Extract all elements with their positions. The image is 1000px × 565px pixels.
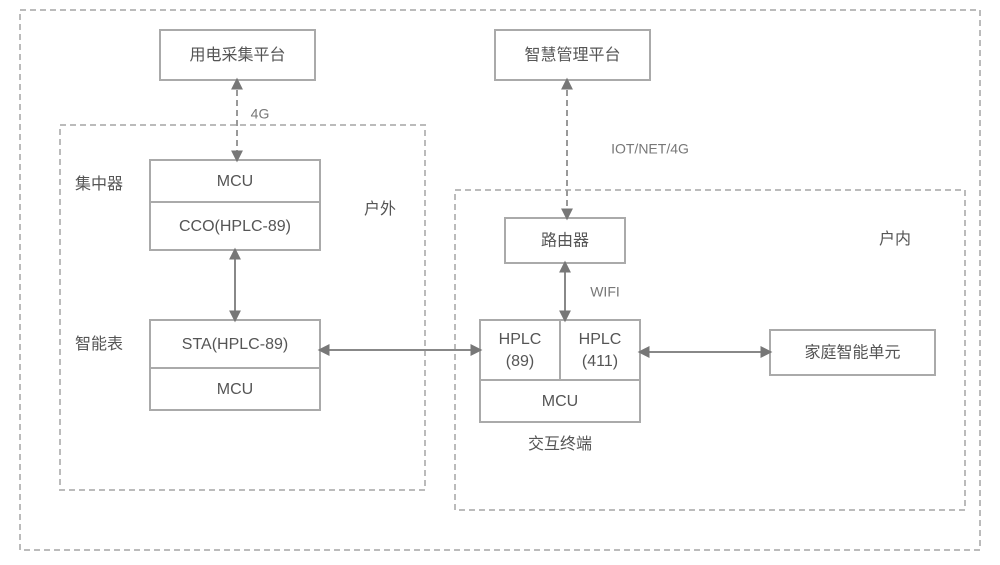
svg-text:智慧管理平台: 智慧管理平台 bbox=[524, 46, 620, 64]
hplc89-box: HPLC (89) bbox=[480, 320, 560, 380]
concentrator-label: 集中器 bbox=[75, 175, 123, 193]
svg-text:家庭智能单元: 家庭智能单元 bbox=[804, 344, 900, 362]
edge-label-e5: WIFI bbox=[590, 284, 620, 300]
edge-label-e4: IOT/NET/4G bbox=[611, 141, 689, 157]
system-diagram: 户外 户内 用电采集平台 智慧管理平台 MCU CCO(HPLC-89) STA… bbox=[0, 0, 1000, 565]
svg-text:CCO(HPLC-89): CCO(HPLC-89) bbox=[179, 218, 291, 235]
edge-label-e1: 4G bbox=[251, 106, 270, 122]
svg-text:HPLC: HPLC bbox=[499, 331, 542, 348]
power-platform-box: 用电采集平台 bbox=[160, 30, 315, 80]
smart-platform-box: 智慧管理平台 bbox=[495, 30, 650, 80]
indoor-title: 户内 bbox=[879, 230, 911, 248]
outer-frame bbox=[20, 10, 980, 550]
smart-meter-label: 智能表 bbox=[75, 335, 123, 353]
terminal-mcu-box: MCU bbox=[480, 380, 640, 422]
svg-text:路由器: 路由器 bbox=[541, 232, 589, 250]
sta-box: STA(HPLC-89) bbox=[150, 320, 320, 368]
router-box: 路由器 bbox=[505, 218, 625, 263]
svg-text:用电采集平台: 用电采集平台 bbox=[189, 46, 285, 64]
svg-text:(89): (89) bbox=[506, 353, 534, 370]
cco-box: CCO(HPLC-89) bbox=[150, 202, 320, 250]
svg-text:MCU: MCU bbox=[217, 173, 253, 190]
svg-text:(411): (411) bbox=[582, 353, 618, 370]
concentrator-mcu-box: MCU bbox=[150, 160, 320, 202]
outdoor-title: 户外 bbox=[364, 200, 396, 218]
svg-text:HPLC: HPLC bbox=[579, 331, 622, 348]
svg-text:STA(HPLC-89): STA(HPLC-89) bbox=[182, 336, 288, 353]
meter-mcu-box: MCU bbox=[150, 368, 320, 410]
home-unit-box: 家庭智能单元 bbox=[770, 330, 935, 375]
svg-text:MCU: MCU bbox=[217, 381, 253, 398]
svg-text:MCU: MCU bbox=[542, 393, 578, 410]
hplc411-box: HPLC (411) bbox=[560, 320, 640, 380]
terminal-label: 交互终端 bbox=[528, 435, 592, 453]
